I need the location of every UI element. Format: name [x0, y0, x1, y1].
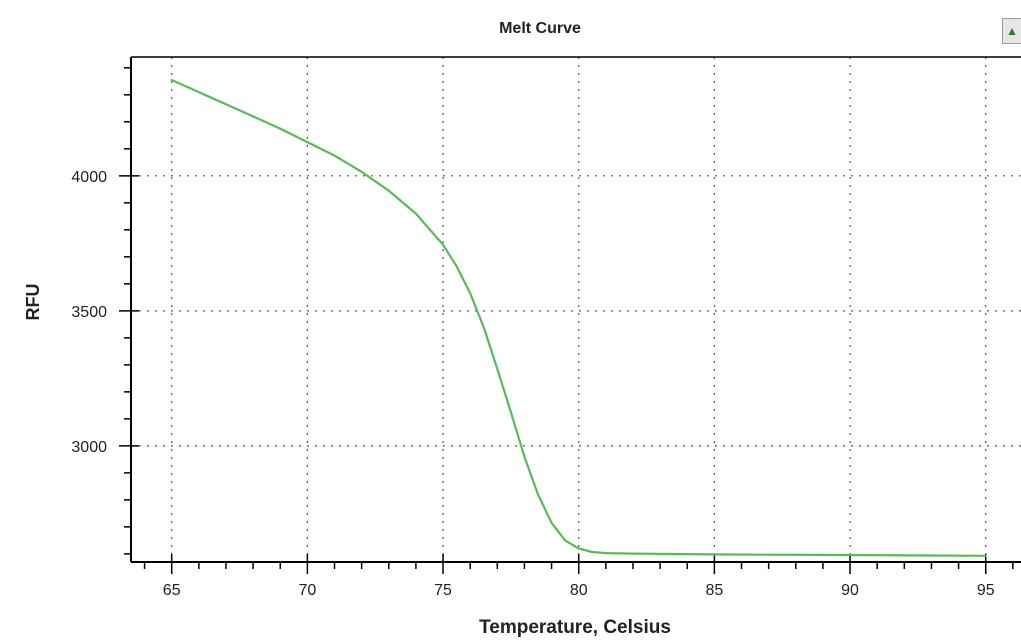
y-tick-label-4000: 4000: [71, 169, 107, 186]
y-tick-label-3000: 3000: [71, 439, 107, 456]
tick-labels: 65 70 75 80 85 90 95 3000 3500 4000: [71, 169, 994, 599]
x-tick-label-90: 90: [841, 582, 859, 599]
x-tick-label-70: 70: [298, 582, 316, 599]
x-tick-label-85: 85: [705, 582, 723, 599]
x-axis-label: Temperature, Celsius: [479, 617, 671, 638]
y-tick-label-3500: 3500: [71, 304, 107, 321]
x-tick-label-80: 80: [570, 582, 588, 599]
y-axis-label: RFU: [23, 283, 43, 321]
chart-options-button[interactable]: ▲: [1002, 18, 1021, 44]
series-line-0: [170, 78, 987, 557]
x-tick-label-95: 95: [977, 582, 995, 599]
grid-lines: [131, 57, 1021, 562]
x-tick-label-65: 65: [163, 582, 181, 599]
chart-title: Melt Curve: [499, 20, 581, 37]
series-layer: [170, 78, 987, 557]
tick-marks: [119, 67, 1014, 574]
axes: [130, 56, 1021, 563]
x-tick-label-75: 75: [434, 582, 452, 599]
